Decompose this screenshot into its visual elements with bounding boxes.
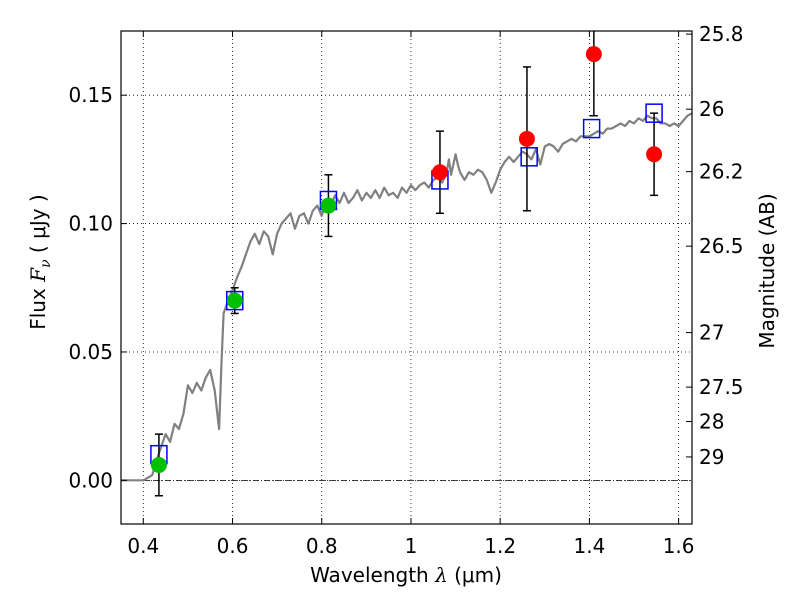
right-axis-label: Magnitude (AB) (755, 193, 779, 348)
x-tick-label: 0.4 (127, 534, 159, 558)
y-tick-label: 0.15 (68, 83, 113, 107)
y-tick-label: 0.10 (68, 212, 113, 236)
data-series (121, 31, 693, 497)
x-axis-unit: (μm) (454, 563, 502, 587)
plot-frame (120, 30, 693, 525)
model-point-square (645, 103, 663, 123)
observed-point (646, 146, 663, 163)
x-axis-label-text: Wavelength (310, 563, 435, 587)
y-axis-label: Flux Fν ( μJy ) (26, 194, 54, 330)
x-tick-label: 1.2 (484, 534, 516, 558)
y-axis-paren-close: ) (26, 194, 50, 208)
observed-point (431, 164, 448, 181)
x-tick-label: 1.6 (663, 534, 695, 558)
mag-tick-label: 26.2 (699, 160, 744, 184)
labels: 0.4 0.6 0.8 1 1.2 1.4 1.6 0.00 0.05 0.10 0.15 25.8 2… (26, 22, 779, 587)
x-axis-symbol: λ (434, 563, 454, 587)
mag-tick-label: 25.8 (699, 22, 744, 46)
observed-point (518, 130, 535, 147)
observed-point (226, 292, 243, 309)
mag-tick-label: 27.5 (699, 375, 744, 399)
model-point-square (582, 118, 601, 139)
mag-tick-label: 26 (699, 97, 724, 121)
observed-point (150, 456, 167, 473)
mag-tick-label: 29 (699, 445, 724, 469)
x-tick-label: 0.6 (217, 534, 249, 558)
y-tick-label: 0.05 (68, 340, 113, 364)
x-tick-label: 1.4 (573, 534, 605, 558)
x-tick-label: 1 (405, 534, 418, 558)
y-tick-label: 0.00 (68, 468, 113, 492)
y-axis-symbol: F (26, 267, 50, 283)
mag-tick-label: 28 (699, 410, 724, 434)
mag-tick-label: 26.5 (699, 234, 744, 258)
observed-point (585, 46, 602, 63)
axes (120, 30, 693, 525)
y-axis-paren-open: ( (26, 239, 50, 260)
y-axis-label-text: Flux (26, 282, 50, 330)
observed-point (320, 197, 337, 214)
model-spectrum-line (121, 112, 693, 482)
x-axis-label: Wavelength λ (μm) (310, 563, 502, 587)
x-tick-label: 0.8 (306, 534, 338, 558)
mag-tick-label: 27 (699, 321, 724, 345)
y-axis-unit: μJy (26, 208, 50, 239)
model-point-square (520, 147, 538, 167)
y-axis-subscript: ν (38, 259, 54, 268)
